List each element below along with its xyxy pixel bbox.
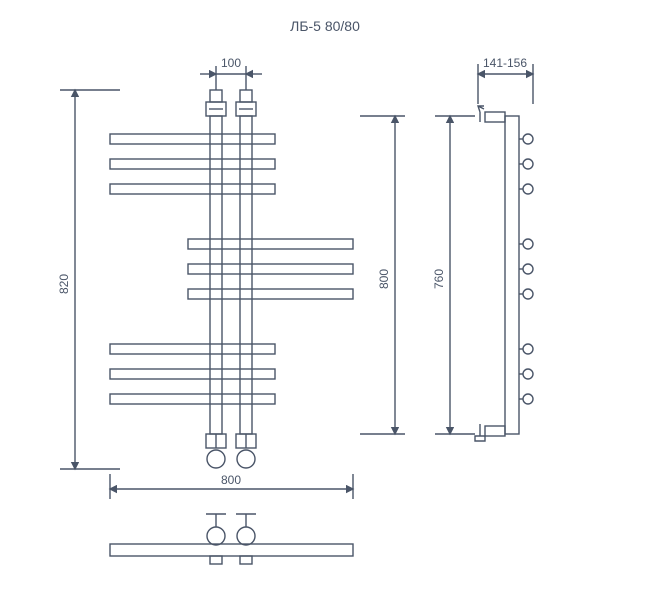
dim-height-side: 760 — [432, 116, 475, 434]
dim-depth: 141-156 — [478, 56, 533, 104]
technical-drawing: 100 820 800 800 — [0, 34, 650, 594]
dim-label: 820 — [57, 274, 71, 294]
bottom-valve-right — [236, 434, 256, 468]
dim-label: 800 — [221, 473, 241, 487]
dim-valve-spacing: 100 — [200, 56, 262, 90]
dim-label: 760 — [432, 269, 446, 289]
top-valve-right — [236, 90, 256, 116]
drawing-title: ЛБ-5 80/80 — [0, 0, 650, 34]
dim-height-inner: 800 — [360, 116, 405, 434]
dim-height-outer: 820 — [57, 90, 120, 469]
dim-label: 141-156 — [483, 56, 527, 70]
dim-label: 100 — [221, 56, 241, 70]
top-valve-left — [206, 90, 226, 116]
top-view — [110, 514, 353, 564]
side-view — [475, 106, 533, 441]
front-view — [110, 90, 353, 468]
bottom-valve-left — [206, 434, 226, 468]
dim-label: 800 — [377, 269, 391, 289]
dim-width: 800 — [110, 473, 353, 499]
